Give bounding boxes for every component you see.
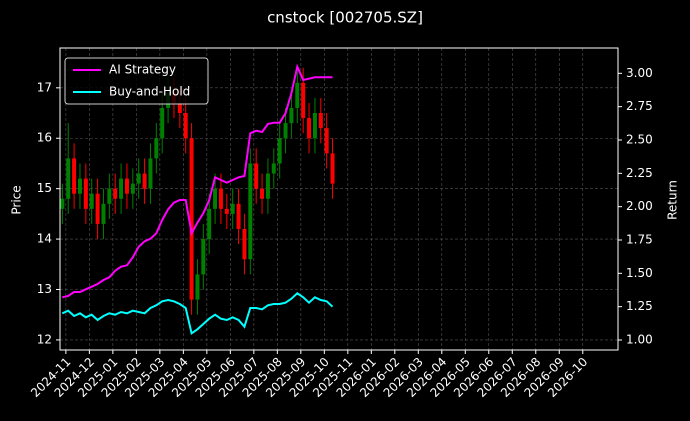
candle-body (254, 163, 259, 189)
y2-tick-label: 1.25 (626, 299, 653, 313)
y2-tick-label: 2.75 (626, 99, 653, 113)
y2-tick-label: 1.75 (626, 233, 653, 247)
candle-body (124, 178, 129, 194)
candle-body (307, 118, 312, 139)
chart-title: cnstock [002705.SZ] (267, 9, 423, 27)
candle-body (224, 208, 229, 214)
candle-body (277, 138, 282, 164)
y2-axis-label: Return (666, 180, 680, 220)
candle-body (60, 198, 65, 209)
candle-body (295, 82, 300, 108)
y-tick-label: 16 (37, 131, 52, 145)
candle-body (236, 203, 241, 229)
candle-body (330, 153, 335, 184)
candle-body (66, 158, 71, 199)
candle-body (113, 188, 118, 199)
y-tick-label: 17 (37, 80, 52, 94)
candle-body (160, 107, 165, 139)
candle-body (324, 128, 329, 154)
candle-body (136, 173, 141, 184)
candle-body (289, 107, 294, 124)
candle-body (260, 188, 265, 199)
candle-body (95, 193, 100, 224)
candle-body (183, 113, 188, 139)
y2-tick-label: 2.50 (626, 133, 653, 147)
candle-body (72, 158, 77, 194)
candle-body (177, 102, 182, 114)
candle-body (201, 239, 206, 275)
candle-body (89, 193, 94, 209)
legend-label: Buy-and-Hold (109, 85, 190, 99)
candle-body (230, 203, 235, 214)
candle-body (83, 178, 88, 209)
y2-tick-label: 2.25 (626, 166, 653, 180)
candle-body (107, 188, 112, 204)
candle-body (77, 178, 82, 194)
y-tick-label: 12 (37, 332, 52, 346)
candle-body (101, 203, 106, 224)
candle-body (195, 274, 200, 300)
candle-body (271, 163, 276, 174)
y2-tick-label: 1.50 (626, 266, 653, 280)
candle-body (119, 178, 124, 199)
candle-body (148, 158, 153, 189)
y2-tick-label: 3.00 (626, 66, 653, 80)
return-line (61, 292, 334, 335)
plot-frame (59, 47, 619, 351)
candle-body (265, 173, 270, 199)
y-axis-label: Price (10, 185, 24, 214)
return-line (62, 63, 333, 299)
candle-body (130, 183, 135, 194)
candle-body (142, 173, 147, 189)
candle-body (312, 113, 317, 139)
candle-body (207, 208, 212, 240)
y2-tick-label: 2.00 (626, 199, 653, 213)
candle-body (301, 82, 306, 119)
legend-label: AI Strategy (109, 63, 176, 77)
candle-body (213, 188, 218, 209)
y2-tick-label: 1.00 (626, 333, 653, 347)
candle-body (189, 138, 194, 300)
candle-body (154, 138, 159, 159)
y-tick-label: 15 (37, 181, 52, 195)
candle-body (248, 163, 253, 260)
candle-body (242, 228, 247, 260)
candle-body (283, 123, 288, 139)
candle-body (218, 188, 223, 209)
y-tick-label: 13 (37, 282, 52, 296)
y-tick-label: 14 (37, 232, 52, 246)
candle-body (318, 113, 323, 129)
